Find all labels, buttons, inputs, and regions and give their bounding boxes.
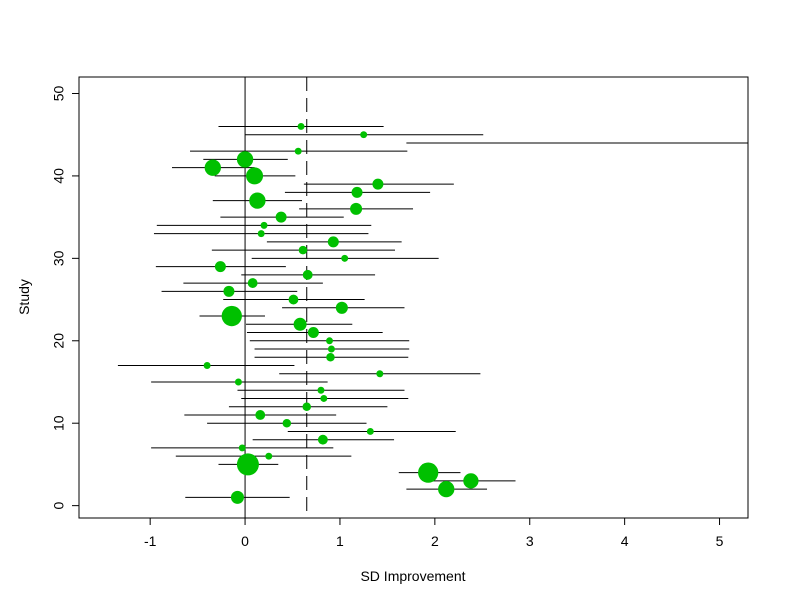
- study-point: [260, 221, 268, 229]
- study-point: [223, 285, 235, 297]
- study-point: [288, 294, 299, 305]
- x-tick-label: -1: [144, 533, 157, 549]
- study-point: [246, 167, 264, 185]
- y-tick-label: 10: [51, 415, 67, 431]
- x-axis-title: SD Improvement: [360, 568, 465, 584]
- study-point: [293, 317, 307, 331]
- study-point: [221, 305, 242, 327]
- study-point: [234, 378, 242, 386]
- study-point: [214, 261, 226, 273]
- y-tick-label: 20: [51, 333, 67, 349]
- study-point: [255, 410, 266, 420]
- study-point: [257, 230, 265, 238]
- x-tick-label: 5: [716, 533, 724, 549]
- study-point: [360, 131, 368, 139]
- y-tick-label: 0: [51, 502, 67, 510]
- confidence-intervals: [117, 125, 748, 498]
- study-point: [376, 370, 384, 378]
- study-point: [418, 462, 439, 483]
- y-tick-label: 50: [51, 85, 67, 101]
- study-point: [265, 452, 273, 460]
- plot-frame: [78, 76, 749, 519]
- y-axis-title: Study: [16, 279, 32, 315]
- x-tick-label: 0: [241, 533, 249, 549]
- study-point: [302, 269, 313, 280]
- study-point: [350, 202, 363, 215]
- study-point: [326, 337, 333, 345]
- study-point: [341, 254, 349, 262]
- study-point: [351, 186, 363, 198]
- y-tick-label: 30: [51, 250, 67, 266]
- study-point: [247, 278, 258, 288]
- study-points: [203, 122, 479, 504]
- study-point: [335, 301, 348, 314]
- study-point: [203, 362, 211, 369]
- study-point: [238, 444, 246, 452]
- study-point: [294, 147, 302, 155]
- study-point: [236, 151, 254, 168]
- study-point: [298, 245, 308, 255]
- x-tick-label: 4: [621, 533, 629, 549]
- study-point: [249, 192, 266, 209]
- x-tick-label: 3: [526, 533, 534, 549]
- study-point: [320, 394, 328, 402]
- study-point: [463, 473, 479, 489]
- study-point: [326, 353, 335, 362]
- study-point: [307, 327, 319, 339]
- study-point: [438, 480, 455, 498]
- study-point: [317, 434, 328, 445]
- study-point: [317, 386, 325, 394]
- x-tick-label: 1: [336, 533, 344, 549]
- study-point: [327, 236, 339, 248]
- study-point: [236, 453, 259, 476]
- study-point: [302, 402, 312, 411]
- study-point: [372, 178, 384, 190]
- y-tick-label: 40: [51, 168, 67, 184]
- x-axis: -1 0 1 2 3 4 5: [144, 517, 724, 549]
- study-point: [275, 211, 287, 223]
- y-axis: 0 10 20 30 40 50: [51, 85, 80, 510]
- study-point: [366, 427, 374, 435]
- x-tick-label: 2: [431, 533, 439, 549]
- study-point: [204, 159, 221, 176]
- plot-area: [117, 77, 748, 518]
- study-point: [282, 418, 292, 428]
- study-point: [230, 490, 244, 504]
- study-point: [297, 122, 305, 130]
- study-point: [327, 345, 335, 353]
